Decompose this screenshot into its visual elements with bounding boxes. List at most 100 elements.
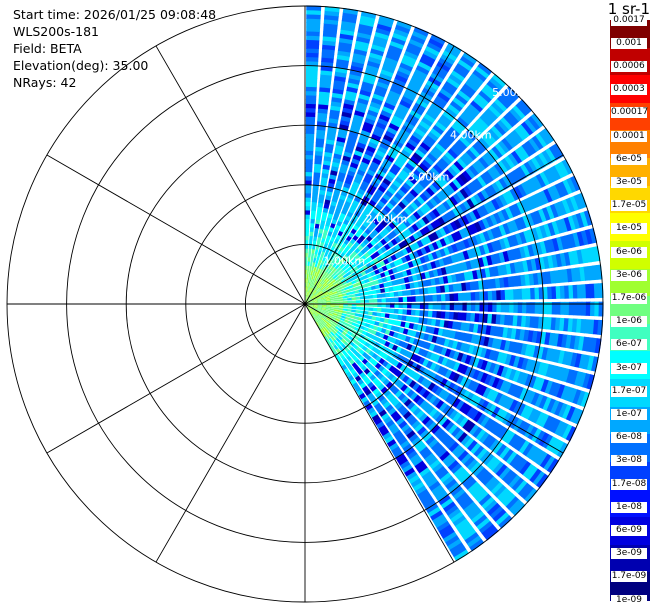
range-gate [313,304,319,307]
range-gate [491,406,501,419]
range-gate [424,83,438,94]
range-gate [495,314,502,325]
range-gate [507,132,521,146]
range-gate [320,61,334,68]
range-gate [473,411,484,423]
range-gate [472,464,485,477]
range-gate [387,240,395,248]
range-gate [381,308,387,313]
range-gate [429,352,437,362]
range-gate [313,305,319,308]
range-gate [306,290,308,296]
range-gate [374,172,384,181]
range-gate [482,313,489,324]
range-gate [400,384,409,393]
range-gate [346,323,353,328]
range-gate [415,182,425,192]
colorbar-tick-label: 1.7e-06 [611,292,647,304]
range-gate [549,203,560,218]
range-gate [313,257,317,263]
range-gate [490,422,502,435]
ray [305,33,446,304]
range-gate [326,280,332,285]
range-gate [502,493,517,508]
range-gate [461,312,468,321]
range-gate [364,228,372,235]
range-gate [341,290,347,294]
range-gate [372,129,384,138]
range-gate [404,322,411,329]
range-gate [508,315,514,326]
range-gate [386,93,399,103]
range-gate [552,143,565,159]
range-gate [467,103,481,116]
range-gate [533,360,542,374]
range-gate [442,110,455,122]
range-gate [435,319,441,327]
range-gate [484,131,497,144]
range-gate [305,158,313,164]
range-gate [433,427,444,438]
range-gate [494,424,505,438]
range-gate [318,283,323,289]
range-gate [359,382,367,390]
range-gate [305,124,315,130]
range-gate [421,470,434,481]
range-gate [403,276,410,283]
range-gate [367,315,373,320]
range-gate [375,203,383,212]
range-gate [432,208,441,218]
range-gate [422,189,432,200]
range-gate [354,109,366,118]
range-gate [502,412,513,425]
range-gate [339,319,345,324]
range-gate [389,308,395,314]
range-gate [527,115,541,131]
range-gate [433,444,445,456]
range-gate [376,80,390,90]
range-gate [428,294,434,302]
range-gate [511,150,523,164]
range-gate [419,192,429,202]
range-gate [471,162,483,174]
range-gate [479,521,494,534]
range-gate [321,302,327,304]
range-gate [324,198,331,205]
range-gate [327,244,332,250]
ray [305,51,478,304]
colorbar-tick-label: 6e-07 [611,339,647,351]
range-gate [358,392,367,400]
range-gate [588,319,595,335]
range-gate [527,159,539,174]
range-gate [566,351,574,366]
range-gate [396,362,404,370]
range-gate [340,278,347,283]
range-gate [416,397,425,407]
range-gate [427,456,439,467]
range-gate [503,113,517,128]
range-gate [357,27,373,36]
range-gate [490,390,500,403]
range-gate [452,412,462,423]
range-gate [361,396,369,404]
range-gate [445,198,455,209]
range-gate [365,282,372,287]
range-gate [318,291,324,295]
range-gate [311,283,315,289]
range-gate [316,295,321,299]
range-gate [478,137,491,150]
range-gate [400,440,411,450]
range-gate [313,171,321,178]
range-gate [376,233,384,241]
range-gate [326,300,332,303]
ray [305,99,533,304]
range-gate [305,175,312,181]
range-gate [314,154,323,161]
range-gate [358,276,365,282]
colorbar-tick-label: 0.001 [611,37,647,49]
ray [305,227,598,304]
range-gate [317,320,322,325]
range-gate [364,149,375,157]
range-gate [389,297,395,303]
range-gate [548,145,561,161]
